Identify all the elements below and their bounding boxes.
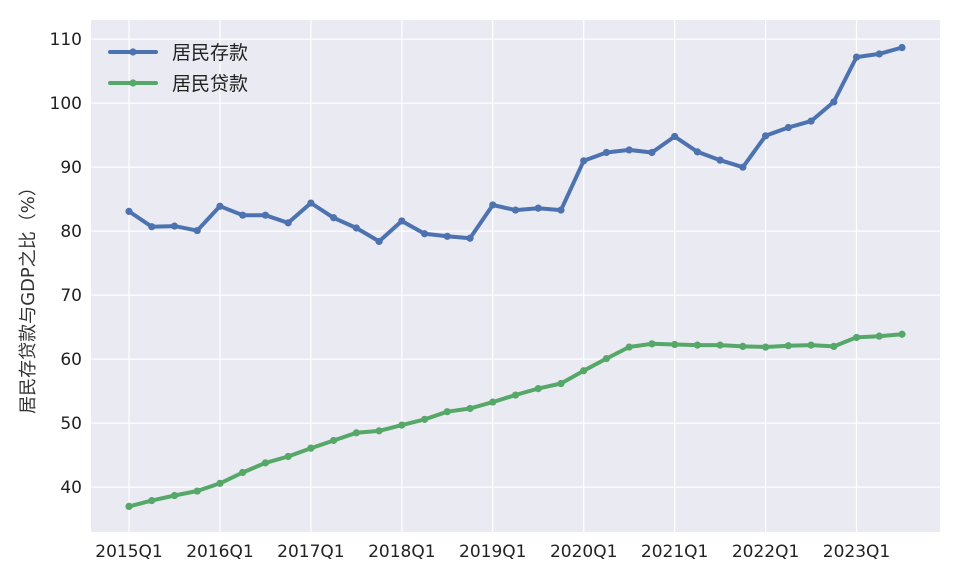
legend-label: 居民贷款 xyxy=(172,73,248,95)
data-point xyxy=(511,391,520,399)
y-axis-title: 居民存贷款与GDP之比（%） xyxy=(18,178,39,414)
legend-marker xyxy=(129,48,137,56)
data-point xyxy=(284,452,292,461)
data-point xyxy=(216,479,224,487)
data-point xyxy=(307,444,315,452)
x-tick-label: 2015Q1 xyxy=(95,542,162,562)
data-point xyxy=(875,50,883,58)
x-tick-label: 2021Q1 xyxy=(641,542,708,562)
grid xyxy=(91,20,940,532)
data-point xyxy=(534,204,542,212)
data-point xyxy=(148,497,156,505)
data-point xyxy=(239,211,247,219)
data-point xyxy=(125,207,133,215)
y-tick-label: 110 xyxy=(50,30,82,50)
y-tick-label: 40 xyxy=(60,478,82,498)
data-point xyxy=(557,379,565,388)
data-point xyxy=(216,202,224,210)
y-tick-label: 60 xyxy=(60,350,82,370)
x-tick-label: 2022Q1 xyxy=(732,542,799,562)
data-point xyxy=(261,459,270,467)
data-point xyxy=(557,206,565,214)
data-point xyxy=(875,332,883,340)
x-tick-label: 2017Q1 xyxy=(277,542,344,562)
y-tick-label: 90 xyxy=(60,158,82,178)
x-tick-label: 2018Q1 xyxy=(368,542,435,562)
data-point xyxy=(420,415,429,423)
data-point xyxy=(489,201,497,209)
data-point xyxy=(602,148,611,157)
data-point xyxy=(443,408,451,416)
data-point xyxy=(170,222,179,230)
data-point xyxy=(375,427,383,435)
y-tick-label: 100 xyxy=(50,94,82,114)
data-point xyxy=(284,219,292,227)
data-point xyxy=(375,237,383,246)
data-point xyxy=(648,148,656,157)
data-point xyxy=(466,404,474,413)
data-point xyxy=(671,132,679,141)
legend-label: 居民存款 xyxy=(172,42,248,64)
data-point xyxy=(898,330,906,338)
data-point xyxy=(352,224,360,232)
data-point xyxy=(261,211,270,219)
series-markers xyxy=(125,43,906,510)
data-point xyxy=(852,333,861,342)
data-point xyxy=(420,230,429,238)
data-point xyxy=(716,156,724,164)
plot-area xyxy=(91,20,940,532)
data-point xyxy=(125,502,133,510)
data-point xyxy=(443,232,451,240)
data-point xyxy=(602,354,611,363)
data-point xyxy=(398,217,406,225)
data-point xyxy=(398,421,406,429)
data-point xyxy=(648,340,656,348)
data-point xyxy=(625,343,633,351)
data-point xyxy=(898,43,906,52)
data-point xyxy=(693,341,701,349)
y-tick-label: 80 xyxy=(60,222,82,242)
data-point xyxy=(193,226,201,235)
data-point xyxy=(170,491,179,500)
data-point xyxy=(330,214,338,222)
data-point xyxy=(148,223,156,231)
data-point xyxy=(489,398,497,406)
data-point xyxy=(330,436,338,445)
legend-marker xyxy=(129,79,137,87)
data-point xyxy=(466,234,474,242)
data-point xyxy=(580,157,588,165)
data-point xyxy=(239,468,247,477)
data-point xyxy=(830,98,838,106)
y-tick-label: 70 xyxy=(60,286,82,306)
data-point xyxy=(693,148,701,156)
data-point xyxy=(761,343,770,351)
x-tick-label: 2020Q1 xyxy=(550,542,617,562)
data-point xyxy=(716,341,724,349)
x-axis: 2015Q1 2016Q1 2017Q1 2018Q1 2019Q1 2020Q1 2021… xyxy=(95,542,890,562)
data-point xyxy=(534,385,542,393)
data-point xyxy=(784,123,792,132)
x-tick-label: 2016Q1 xyxy=(186,542,253,562)
data-point xyxy=(625,146,633,154)
data-point xyxy=(671,340,679,349)
data-point xyxy=(852,53,861,61)
x-tick-label: 2023Q1 xyxy=(823,542,890,562)
data-point xyxy=(580,367,588,375)
y-tick-label: 50 xyxy=(60,414,82,434)
x-tick-label: 2019Q1 xyxy=(459,542,526,562)
data-point xyxy=(739,163,747,171)
data-point xyxy=(739,342,747,350)
data-point xyxy=(307,199,315,207)
y-axis: 40 50 60 70 80 90 100 110 xyxy=(50,30,82,498)
data-point xyxy=(807,341,815,349)
data-point xyxy=(193,487,201,495)
data-point xyxy=(807,117,815,125)
data-point xyxy=(784,342,792,350)
data-point xyxy=(511,206,520,214)
data-point xyxy=(761,132,770,140)
data-point xyxy=(352,429,360,437)
data-point xyxy=(830,342,838,350)
